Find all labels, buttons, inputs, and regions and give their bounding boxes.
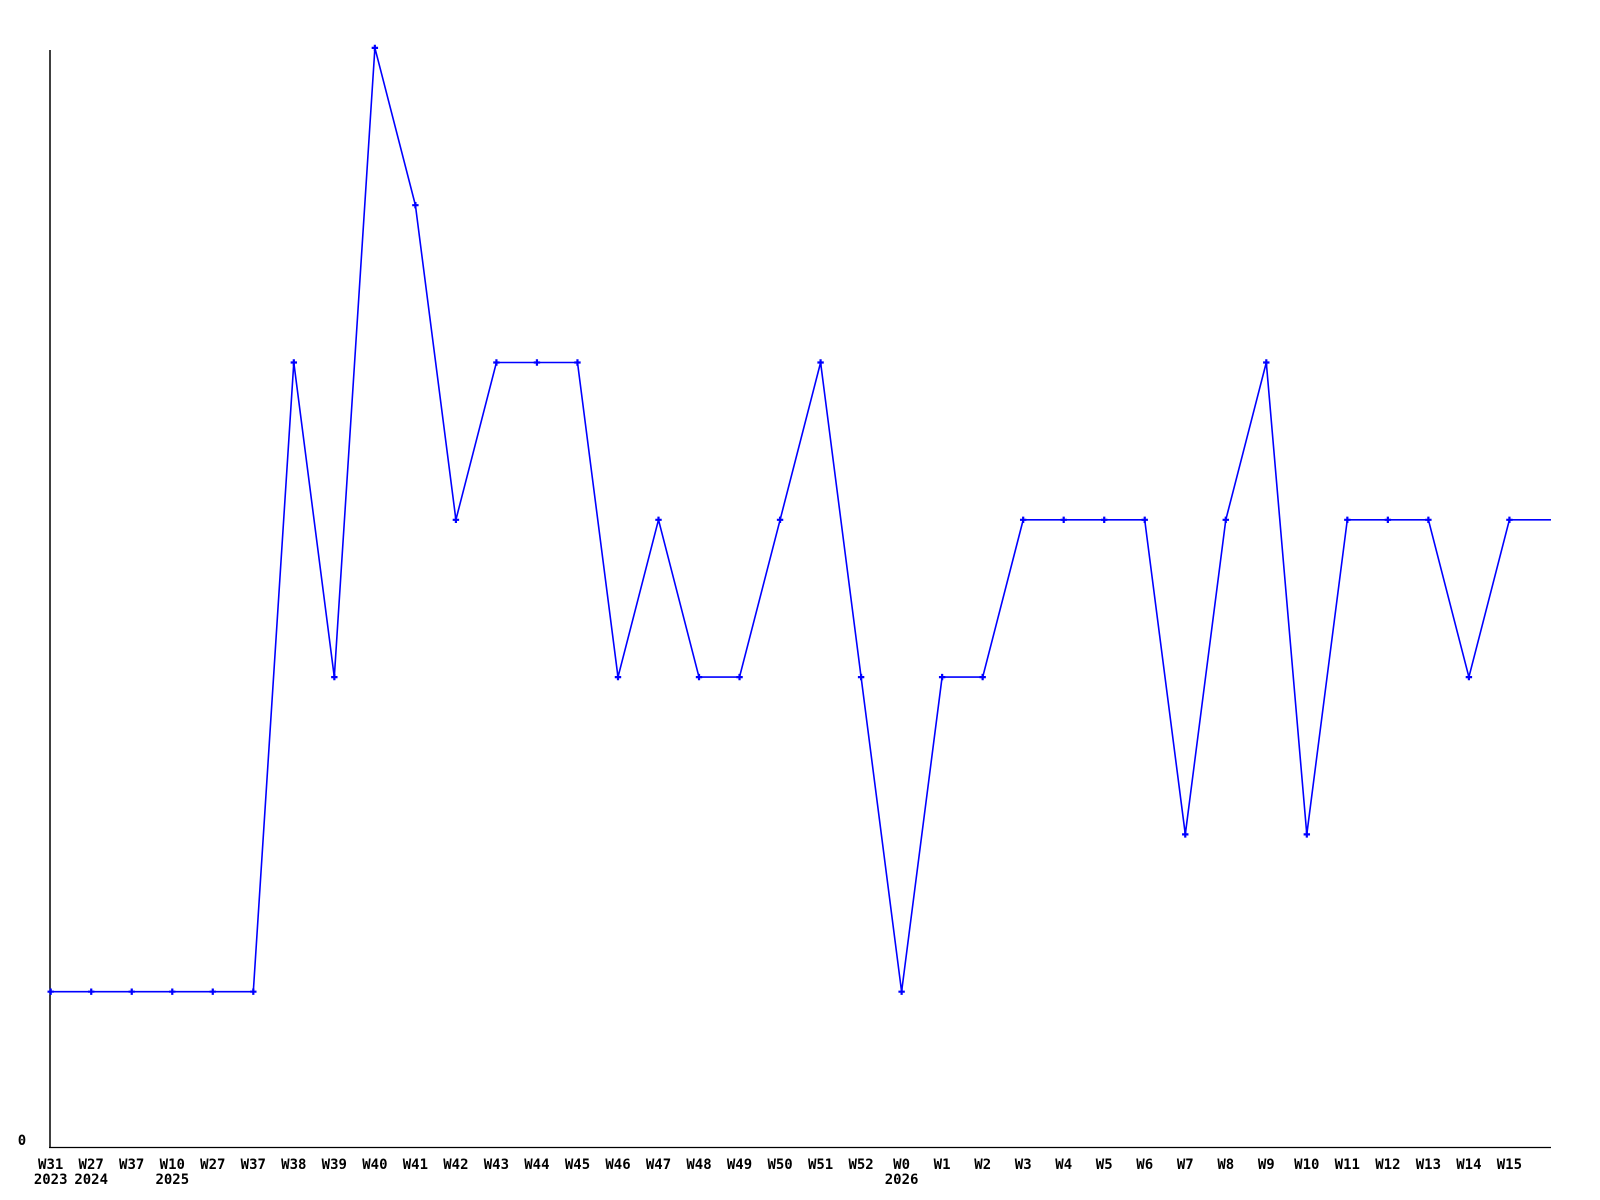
x-tick-year-label: 2025 [155, 1172, 189, 1188]
data-point-marker [533, 359, 541, 366]
x-tick-year-label: 2024 [74, 1172, 108, 1188]
x-tick-week-label: W41 [403, 1157, 428, 1173]
data-point-marker [1425, 516, 1432, 523]
x-tick-week-label: W31 [38, 1157, 63, 1173]
data-point-marker [452, 516, 460, 523]
x-tick-week-label: W51 [808, 1157, 833, 1173]
x-tick-week-label: W13 [1416, 1157, 1441, 1173]
x-tick-year-label: 2026 [885, 1172, 919, 1188]
y-axis-tick-label: 0 [18, 1133, 26, 1149]
x-tick-week-label: W37 [119, 1157, 144, 1173]
x-tick-week-label: W6 [1136, 1157, 1153, 1173]
x-tick-week-label: W50 [767, 1157, 792, 1173]
data-point-marker [1019, 516, 1027, 523]
x-tick-week-label: W47 [646, 1157, 671, 1173]
x-tick-week-label: W10 [160, 1157, 185, 1173]
data-point-marker [1465, 673, 1473, 681]
x-tick-week-label: W7 [1177, 1157, 1194, 1173]
data-point-marker [1384, 516, 1392, 523]
data-point-marker [817, 359, 824, 366]
data-point-marker [614, 673, 622, 681]
data-point-marker [736, 673, 743, 681]
data-point-marker [88, 988, 95, 995]
data-point-marker [412, 202, 419, 209]
x-tick-week-label: W49 [727, 1157, 752, 1173]
data-point-marker [1141, 516, 1148, 523]
x-tick-week-label: W27 [79, 1157, 104, 1173]
data-point-marker [331, 673, 338, 681]
x-tick-week-label: W11 [1335, 1157, 1360, 1173]
x-tick-week-label: W40 [362, 1157, 387, 1173]
data-point-marker [1506, 516, 1513, 523]
data-point-marker [47, 988, 54, 995]
data-point-marker [493, 359, 500, 366]
x-tick-week-label: W2 [974, 1157, 991, 1173]
x-tick-week-label: W46 [605, 1157, 630, 1173]
data-point-marker [574, 359, 581, 366]
data-point-marker [938, 673, 946, 681]
data-point-marker [776, 516, 784, 523]
x-tick-week-label: W8 [1217, 1157, 1234, 1173]
data-point-marker [1182, 831, 1189, 838]
data-point-marker [290, 359, 298, 366]
data-point-marker [695, 673, 703, 681]
x-tick-week-label: W48 [686, 1157, 711, 1173]
x-tick-week-label: W1 [934, 1157, 951, 1173]
x-tick-week-label: W43 [484, 1157, 509, 1173]
data-point-marker [898, 988, 905, 995]
data-point-marker [169, 988, 176, 995]
data-point-marker [655, 516, 662, 523]
x-tick-week-label: W52 [848, 1157, 873, 1173]
x-tick-week-label: W12 [1375, 1157, 1400, 1173]
x-tick-week-label: W42 [443, 1157, 468, 1173]
x-tick-week-label: W45 [565, 1157, 590, 1173]
x-tick-week-label: W10 [1294, 1157, 1319, 1173]
data-point-marker [209, 988, 216, 995]
data-point-marker [1222, 516, 1229, 523]
x-tick-week-label: W14 [1456, 1157, 1481, 1173]
data-point-marker [1303, 831, 1311, 838]
data-point-marker [128, 988, 135, 995]
data-point-marker [1060, 516, 1067, 523]
data-point-marker [979, 673, 986, 681]
data-point-marker [1344, 516, 1351, 523]
x-tick-week-label: W9 [1258, 1157, 1275, 1173]
data-point-marker [250, 988, 257, 995]
x-tick-week-label: W27 [200, 1157, 225, 1173]
x-tick-week-label: W3 [1015, 1157, 1032, 1173]
x-tick-week-label: W37 [241, 1157, 266, 1173]
x-tick-week-label: W0 [893, 1157, 910, 1173]
x-tick-week-label: W39 [322, 1157, 347, 1173]
x-tick-week-label: W4 [1055, 1157, 1072, 1173]
series-markers [47, 44, 1513, 995]
x-tick-week-label: W38 [281, 1157, 306, 1173]
x-tick-week-label: W44 [524, 1157, 549, 1173]
series-line [50, 47, 1551, 993]
x-tick-year-label: 2023 [34, 1172, 68, 1188]
data-point-marker [1263, 359, 1270, 366]
data-point-marker [857, 673, 865, 681]
data-point-marker [371, 44, 379, 52]
data-point-marker [1101, 516, 1108, 523]
x-tick-week-label: W15 [1497, 1157, 1522, 1173]
x-tick-week-label: W5 [1096, 1157, 1113, 1173]
